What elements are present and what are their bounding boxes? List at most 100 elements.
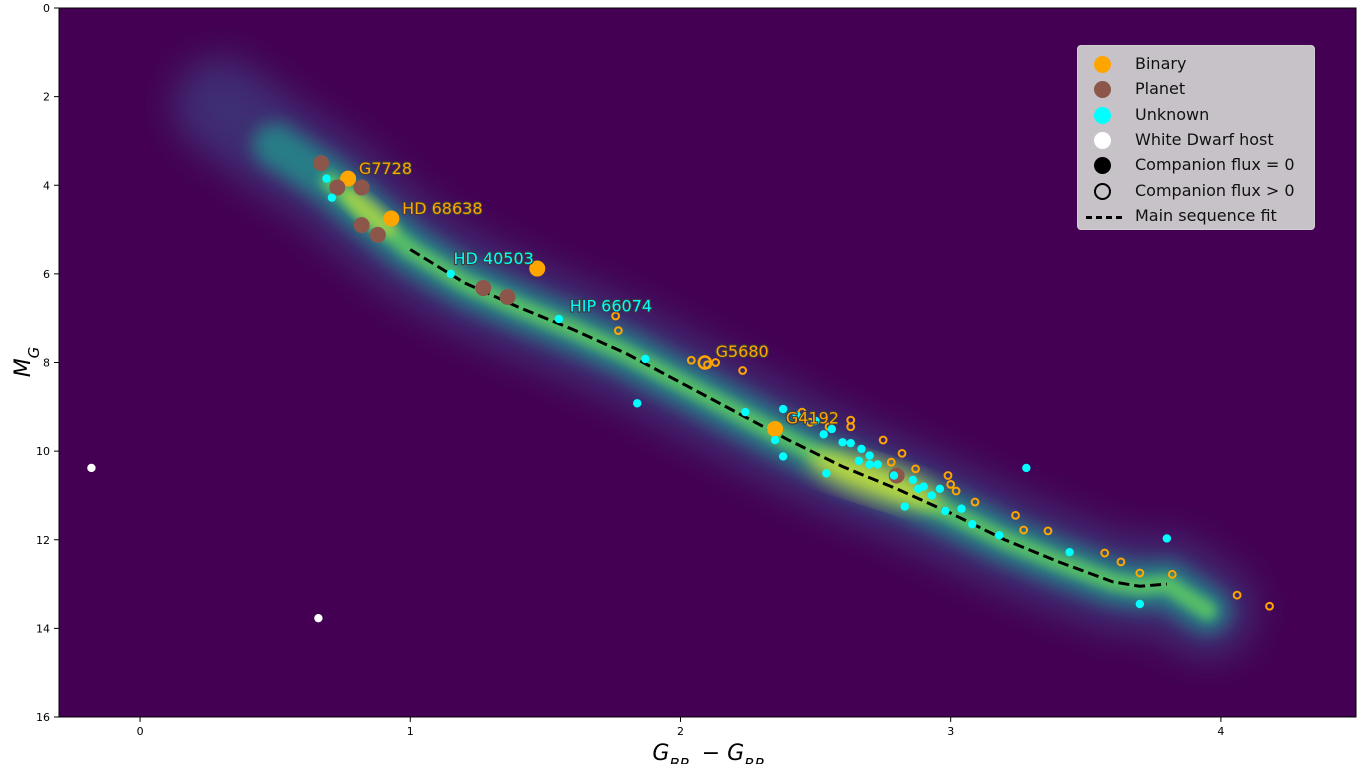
x-tick-label: 2: [677, 725, 684, 738]
unknown-point: [957, 504, 966, 513]
annotation-label: HD 40503: [454, 249, 534, 268]
y-tick-label: 2: [43, 91, 50, 104]
main-sequence-fit: [409, 248, 1167, 588]
y-tick-label: 10: [36, 445, 50, 458]
legend-marker: [1094, 81, 1111, 99]
binary-open-point: [1116, 557, 1126, 567]
unknown-point: [641, 354, 650, 364]
unknown-point: [919, 482, 928, 491]
legend-entry: White Dwarf host: [1078, 128, 1314, 153]
binary-open-point: [886, 457, 896, 467]
legend-marker: [1094, 56, 1111, 73]
unknown-point: [322, 174, 331, 183]
legend-label: Binary: [1135, 54, 1187, 73]
y-tick-label: 14: [36, 622, 50, 635]
binary-open-point: [897, 448, 907, 458]
binary-large-point: [767, 420, 784, 437]
binary-large-open-point: [697, 355, 713, 370]
legend-entry: Planet: [1078, 77, 1314, 102]
binary-open-point: [1167, 569, 1177, 579]
binary-open-point: [846, 422, 856, 432]
density-peak-upper: [342, 188, 397, 236]
binary-open-point: [686, 355, 696, 365]
x-tick-label: 3: [947, 725, 954, 738]
legend-marker: [1094, 131, 1111, 149]
unknown-point: [811, 416, 820, 426]
unknown-point: [778, 452, 788, 461]
legend-label: Planet: [1135, 79, 1186, 99]
legend-label: Companion flux = 0: [1135, 155, 1295, 175]
legend-marker: [1094, 157, 1111, 175]
binary-large-point: [383, 210, 400, 227]
binary-open-point: [1011, 510, 1020, 520]
x-axis-label: GBP − GRP: [652, 741, 764, 764]
legend-entry: Companion flux = 0: [1078, 153, 1314, 178]
planet-large-point: [313, 155, 330, 172]
unknown-point: [889, 471, 899, 480]
unknown-point: [822, 469, 831, 478]
unknown-point: [1162, 534, 1172, 543]
unknown-point: [865, 451, 874, 460]
binary-open-point: [711, 358, 721, 367]
binary-large-point: [529, 260, 546, 277]
unknown-point: [770, 435, 780, 445]
y-tick-label: 6: [43, 268, 50, 281]
binary-open-point: [1135, 568, 1145, 578]
binary-open-point: [911, 464, 920, 474]
legend-label: Main sequence fit: [1135, 205, 1277, 225]
planet-large-point: [329, 179, 346, 196]
unknown-point: [865, 460, 874, 469]
binary-open-point: [1019, 525, 1029, 535]
binary-open-point: [1043, 526, 1053, 536]
unknown-point: [854, 456, 864, 466]
unknown-point: [554, 314, 564, 324]
binary-open-point: [1100, 548, 1110, 558]
legend-label: White Dwarf host: [1135, 129, 1274, 149]
legend-entry: Binary: [1078, 52, 1314, 77]
legend-label: Unknown: [1135, 104, 1210, 124]
binary-open-point: [1232, 590, 1242, 600]
unknown-point: [741, 407, 750, 417]
unknown-point: [927, 491, 936, 500]
y-tick-label: 8: [43, 357, 50, 370]
legend-label: Companion flux > 0: [1135, 180, 1295, 200]
unknown-point: [935, 484, 945, 493]
x-tick-label: 4: [1217, 725, 1224, 738]
y-axis-label: MG: [11, 347, 43, 378]
unknown-point: [857, 444, 866, 454]
unknown-point: [908, 475, 918, 485]
unknown-point: [446, 269, 456, 279]
x-axis: 0 1 2 3 4: [137, 717, 1224, 738]
y-tick-label: 4: [43, 179, 50, 192]
x-tick-label: 1: [407, 725, 414, 738]
annotation-label: G4192: [786, 409, 839, 428]
legend-marker: [1094, 182, 1111, 200]
unknown-point: [1022, 463, 1031, 473]
main-sequence-fit-line: [409, 248, 1167, 588]
unknown-point: [838, 438, 847, 447]
binary-open-point: [878, 435, 888, 445]
unknown-point: [900, 502, 909, 511]
binary-open-point: [946, 479, 956, 489]
unknown-point: [968, 520, 977, 529]
y-tick-label: 16: [36, 711, 50, 724]
white-dwarf-host-point: [314, 613, 323, 623]
unknown-point: [941, 506, 950, 516]
unknown-point: [633, 399, 642, 408]
annotation-label: HD 68638: [402, 199, 482, 218]
y-tick-label: 12: [36, 534, 50, 547]
annotation-label: G5680: [716, 342, 769, 361]
annotations: G7728 HD 68638 HD 40503 HIP 66074 G5680 G4192: [358, 158, 840, 429]
unknown-point: [827, 424, 836, 434]
unknown-point: [1065, 547, 1074, 557]
unknown-point: [1135, 599, 1145, 609]
planet-large-point: [353, 179, 370, 196]
data-points: [87, 155, 1274, 623]
legend-marker: [1094, 106, 1111, 124]
white-dwarf-host-point: [87, 463, 96, 473]
binary-large-point: [340, 170, 357, 187]
legend-entry: Main sequence fit: [1078, 204, 1314, 229]
legend-entry: Companion flux > 0: [1078, 179, 1314, 204]
binary-open-point: [943, 471, 953, 480]
unknown-point: [327, 193, 337, 202]
